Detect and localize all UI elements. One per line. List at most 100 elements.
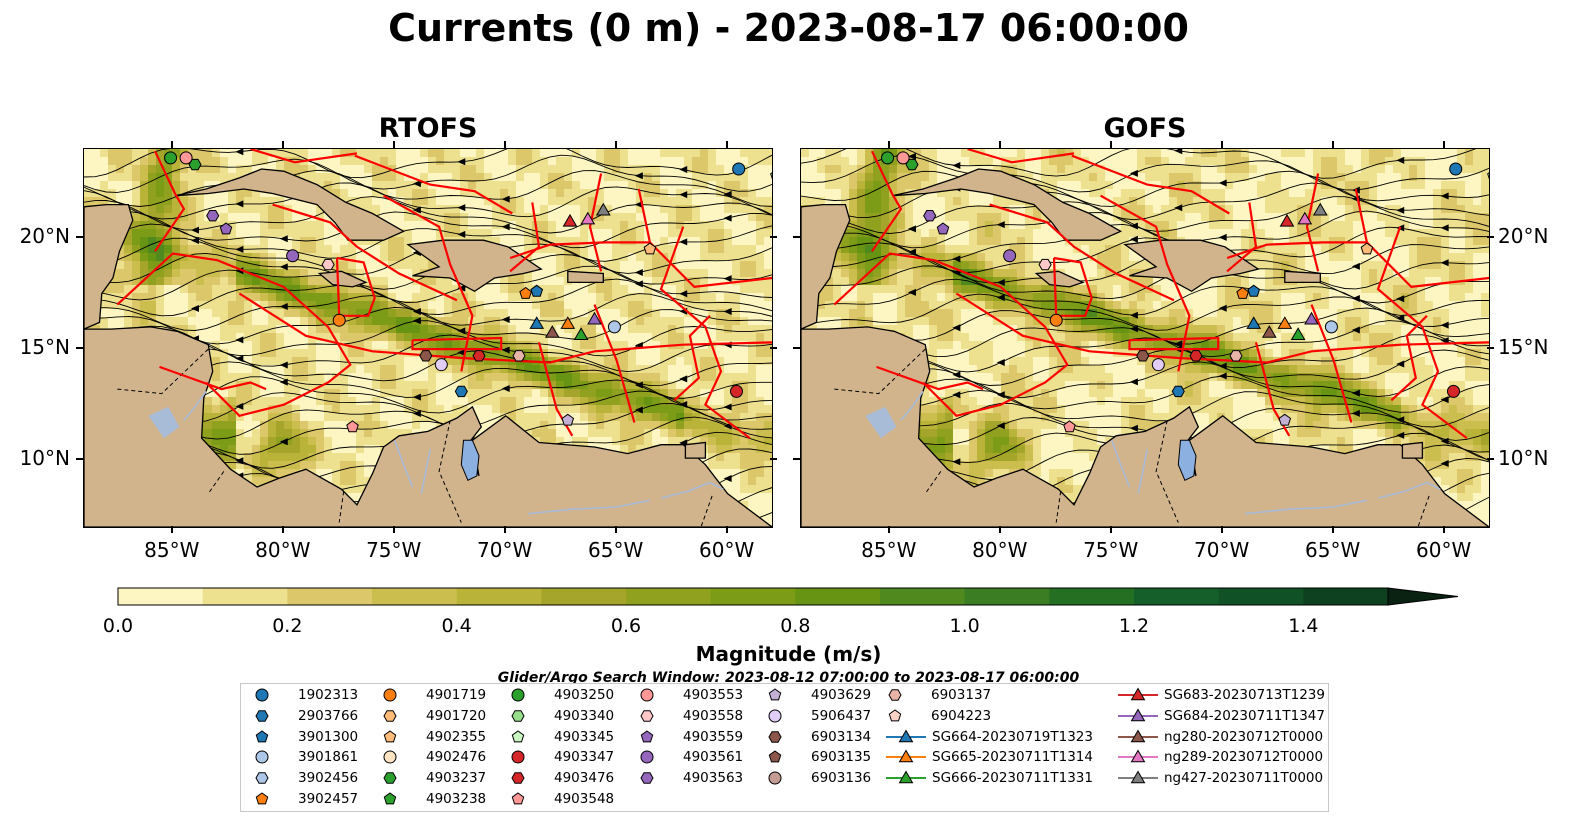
colorbar xyxy=(117,587,1459,606)
platform-4903237 xyxy=(188,158,202,171)
rivers xyxy=(183,390,724,515)
legend-label: 4903238 xyxy=(426,791,487,807)
lake-nicaragua xyxy=(865,406,897,439)
axis-tick xyxy=(1442,141,1445,148)
colorbar-segment xyxy=(880,588,966,605)
platform-3901300 xyxy=(1247,284,1261,297)
legend-marker-4901720 xyxy=(383,710,397,722)
platform-ng280-20230712T0000 xyxy=(1261,325,1277,338)
colorbar-tick-label: 1.2 xyxy=(1118,615,1150,637)
legend-marker-6903135 xyxy=(768,750,782,763)
legend-marker-6904223 xyxy=(888,709,902,722)
legend-marker-4903548 xyxy=(511,792,525,805)
platform-4903345 xyxy=(1487,172,1489,180)
legend-label: 4903553 xyxy=(683,687,744,703)
map-panel-rtofs xyxy=(83,148,773,528)
legend-label: 4903558 xyxy=(683,707,744,724)
legend-marker-4903250 xyxy=(511,688,525,702)
legend-label: 6903136 xyxy=(811,770,872,787)
x-tick-label-left: 60°W xyxy=(698,538,755,562)
legend-marker-4903553 xyxy=(640,688,654,702)
axis-tick xyxy=(503,526,506,533)
legend-label: 4903250 xyxy=(554,687,615,703)
platform-6903137 xyxy=(1229,350,1243,362)
platform-SG683-20230713T1239 xyxy=(562,213,578,227)
platform-3902457 xyxy=(519,286,532,299)
x-tick-label-right: 80°W xyxy=(972,538,1028,562)
colorbar-tick-label: 0.6 xyxy=(610,615,642,637)
platform-4903347 xyxy=(1446,384,1460,398)
platform-4903553 xyxy=(179,151,193,165)
platform-ng289-20230712T0000 xyxy=(1297,211,1313,225)
lake-nicaragua xyxy=(148,406,180,439)
axis-tick xyxy=(76,347,83,350)
axis-tick xyxy=(770,235,777,238)
x-tick-label-right: 70°W xyxy=(1194,538,1250,562)
legend-marker-SG665-20230711T1314 xyxy=(898,749,914,763)
eez-boundaries xyxy=(116,149,772,439)
legend: 1902313 2903766 3901300 3901861 3902456 39024… xyxy=(240,683,1329,812)
map-canvas-rtofs xyxy=(84,149,772,527)
x-tick-label-left: 80°W xyxy=(255,538,311,562)
legend-label: 4902355 xyxy=(426,728,487,745)
platform-2903766 xyxy=(454,385,468,398)
platform-3901300 xyxy=(530,284,544,297)
legend-marker-ng427-20230711T0000 xyxy=(1130,770,1146,784)
platform-4903558 xyxy=(321,258,335,271)
colorbar-label: Magnitude (m/s) xyxy=(695,642,882,666)
legend-label: SG684-20230711T1347 xyxy=(1164,707,1325,724)
axis-tick xyxy=(725,526,728,533)
legend-marker-5906437 xyxy=(768,709,782,723)
axis-tick xyxy=(770,347,777,350)
colorbar-tick-label: 0.0 xyxy=(102,615,134,637)
y-tick-label-right: 10°N xyxy=(1498,446,1549,471)
legend-label: SG665-20230711T1314 xyxy=(932,749,1093,766)
land-masses xyxy=(801,168,1489,527)
platform-4903548 xyxy=(1063,420,1076,433)
platform-4903629 xyxy=(561,413,575,426)
platform-SG664-20230719T1323 xyxy=(1246,316,1262,329)
axis-tick xyxy=(1487,235,1494,238)
legend-label: 6903137 xyxy=(931,687,992,703)
legend-marker-SG664-20230719T1323 xyxy=(898,729,914,742)
platform-3901861 xyxy=(607,320,621,334)
legend-marker-2903766 xyxy=(255,710,269,722)
legend-marker-4903558 xyxy=(640,710,654,722)
legend-label: 3901300 xyxy=(298,728,359,745)
legend-marker-4903345 xyxy=(511,729,525,742)
legend-marker-3901300 xyxy=(255,729,269,742)
legend-marker-4903563 xyxy=(640,772,654,784)
colorbar-tick-label: 1.0 xyxy=(949,615,980,637)
legend-label: 2903766 xyxy=(298,707,359,724)
legend-marker-3901861 xyxy=(255,750,269,764)
axis-tick xyxy=(281,526,284,533)
platform-4903558 xyxy=(1038,258,1052,271)
legend-label: ng289-20230712T0000 xyxy=(1164,749,1324,766)
legend-label: ng427-20230711T0000 xyxy=(1164,770,1324,787)
legend-label: 3901861 xyxy=(298,749,359,766)
legend-marker-4903238 xyxy=(383,792,397,805)
colorbar-segment xyxy=(964,588,1050,605)
x-tick-label-left: 85°W xyxy=(144,538,200,562)
y-tick-label-right: 15°N xyxy=(1498,335,1549,360)
colorbar-segment xyxy=(1049,588,1135,605)
platform-4903561 xyxy=(1003,249,1017,263)
legend-label: 6903134 xyxy=(811,728,872,745)
platform-SG666-20230711T1331 xyxy=(1290,327,1306,340)
legend-marker-SG666-20230711T1331 xyxy=(898,770,914,784)
axis-tick xyxy=(1109,526,1112,533)
colorbar-frame xyxy=(117,587,1389,606)
legend-label: 6903135 xyxy=(811,749,872,766)
colorbar-segment xyxy=(1134,588,1220,605)
y-tick-label-right: 20°N xyxy=(1498,223,1549,248)
search-window-text: Glider/Argo Search Window: 2023-08-12 07… xyxy=(497,670,1080,686)
legend-label: SG664-20230719T1323 xyxy=(932,728,1093,745)
platform-SG666-20230711T1331 xyxy=(573,327,589,340)
platform-3901861 xyxy=(1324,320,1338,334)
legend-marker-4902476 xyxy=(383,750,397,764)
axis-tick xyxy=(614,526,617,533)
colorbar-tick-label: 0.8 xyxy=(780,615,811,637)
figure-title: Currents (0 m) - 2023-08-17 06:00:00 xyxy=(388,6,1189,50)
legend-marker-1902313 xyxy=(255,688,269,702)
axis-tick xyxy=(998,526,1001,533)
